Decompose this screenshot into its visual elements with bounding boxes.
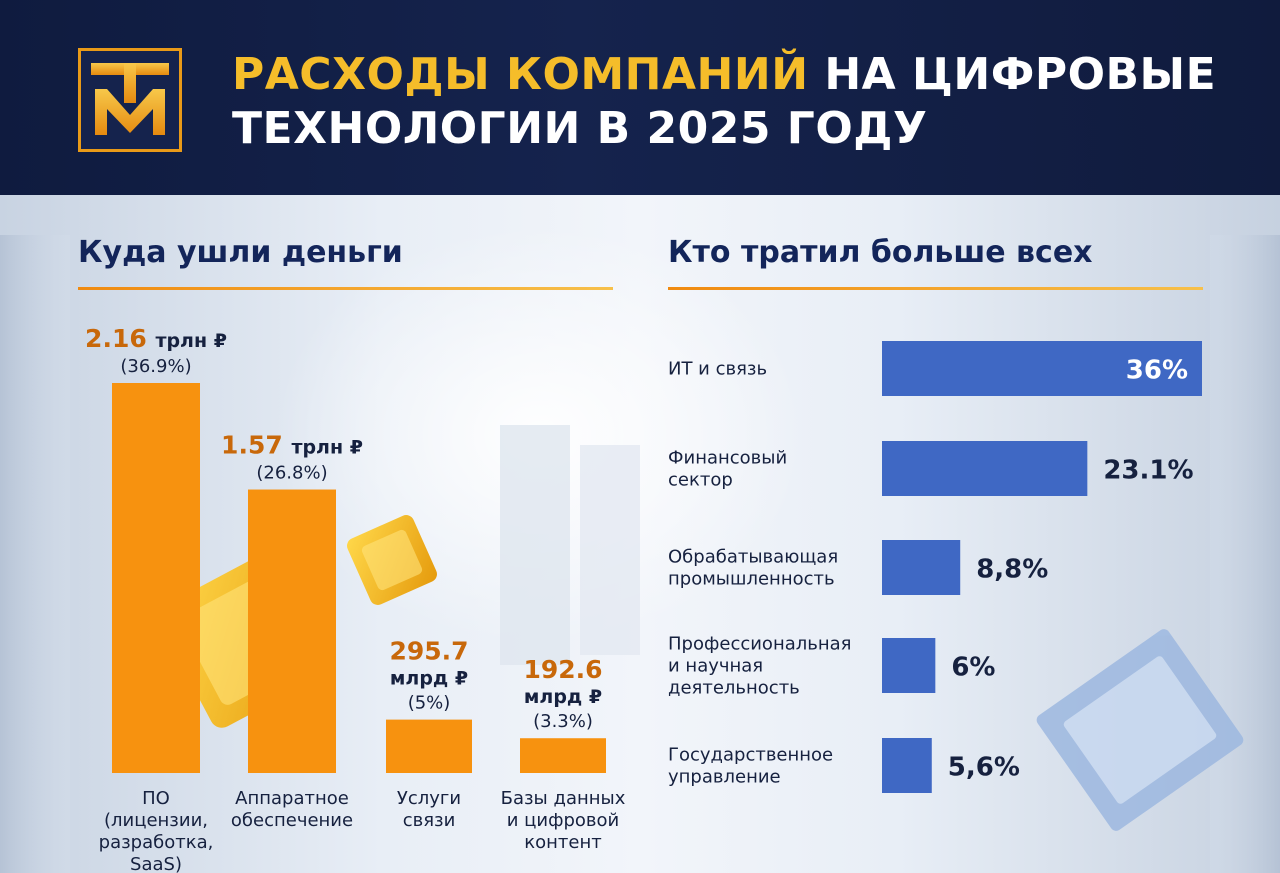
title-accent: РАСХОДЫ КОМПАНИЙ	[232, 49, 809, 100]
page-title: РАСХОДЫ КОМПАНИЙ НА ЦИФРОВЫЕ ТЕХНОЛОГИИ …	[232, 48, 1252, 156]
sector-label: управление	[668, 767, 781, 788]
right-section-underline	[668, 287, 1203, 290]
left-section-underline	[78, 287, 613, 290]
hbar-3	[882, 638, 936, 693]
hbar-value-label: 6%	[951, 653, 995, 683]
category-label: SaaS)	[130, 854, 182, 873]
category-label: контент	[524, 832, 601, 853]
bar-1	[248, 489, 336, 773]
sector-label: деятельность	[668, 678, 800, 699]
category-label: Аппаратное	[235, 788, 349, 809]
category-label: и цифровой	[507, 810, 620, 831]
hbar-1	[882, 441, 1088, 496]
sector-label: и научная	[668, 656, 763, 677]
category-label: Базы данных	[501, 788, 626, 809]
bar-unit-label: млрд ₽	[390, 668, 468, 690]
hbar-2	[882, 540, 961, 595]
gold-chip-small-icon	[347, 515, 437, 605]
category-label: связи	[403, 810, 456, 831]
bar-unit-label: млрд ₽	[524, 686, 602, 708]
bar-2	[386, 719, 472, 773]
sector-label: Финансовый	[668, 448, 787, 469]
hbar-0	[882, 341, 1202, 396]
sector-label: ИТ и связь	[668, 359, 767, 380]
hbar-4	[882, 738, 932, 793]
bar-value-label: 295.7	[389, 637, 468, 666]
bar-value-label: 1.57 трлн ₽	[221, 431, 363, 460]
left-section-title: Куда ушли деньги	[78, 235, 403, 270]
bar-value-label: 2.16 трлн ₽	[85, 324, 227, 353]
circuit-board-icon	[1036, 629, 1244, 831]
bar-share-label: (3.3%)	[533, 711, 593, 732]
category-label: (лицензии,	[104, 810, 208, 831]
category-label: ПО	[142, 788, 170, 809]
hbar-value-label: 5,6%	[948, 753, 1020, 783]
right-section-title: Кто тратил больше всех	[668, 235, 1093, 270]
tm-logo	[78, 48, 182, 152]
sector-label: Обрабатывающая	[668, 547, 838, 568]
category-label: разработка,	[99, 832, 214, 853]
hbar-value-label: 8,8%	[976, 555, 1048, 585]
title-rest: НА ЦИФРОВЫЕ	[808, 49, 1217, 100]
bar-share-label: (26.8%)	[256, 463, 327, 484]
title-line-2: ТЕХНОЛОГИИ В 2025 ГОДУ	[232, 103, 928, 154]
bar-share-label: (36.9%)	[120, 356, 191, 377]
category-label: обеспечение	[231, 810, 353, 831]
sector-label: промышленность	[668, 569, 835, 590]
bar-0	[112, 383, 200, 773]
hbar-value-label: 36%	[1126, 356, 1188, 386]
bar-3	[520, 738, 606, 773]
sector-label: Профессиональная	[668, 634, 851, 655]
bar-share-label: (5%)	[408, 693, 451, 714]
header-banner: РАСХОДЫ КОМПАНИЙ НА ЦИФРОВЫЕ ТЕХНОЛОГИИ …	[0, 0, 1280, 195]
bar-value-label: 192.6	[523, 655, 602, 684]
category-label: Услуги	[397, 788, 461, 809]
sector-label: Государственное	[668, 745, 833, 766]
hbar-value-label: 23.1%	[1103, 456, 1193, 486]
sector-label: сектор	[668, 470, 733, 491]
